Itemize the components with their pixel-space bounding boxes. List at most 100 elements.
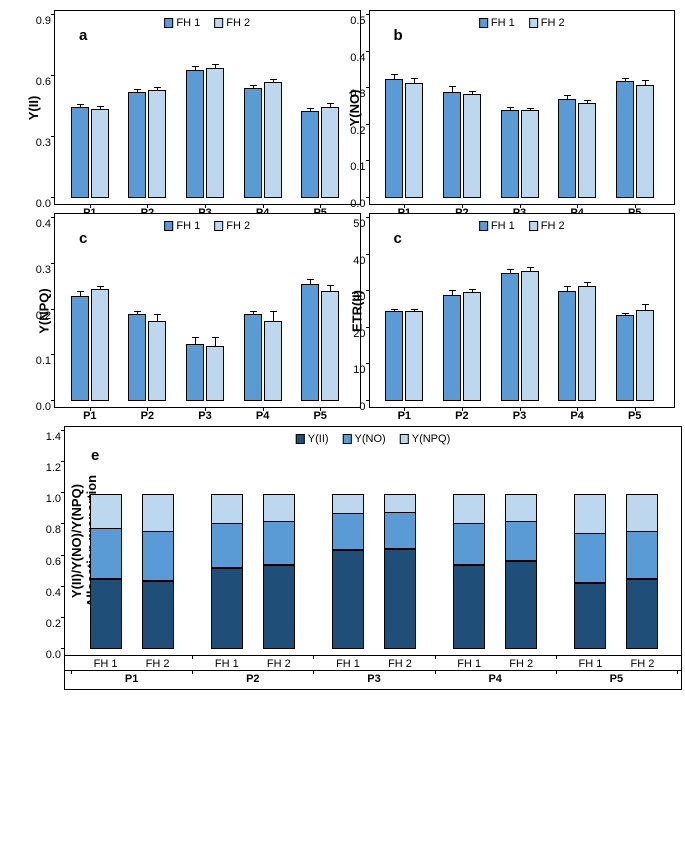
error-bar (567, 287, 568, 291)
error-cap (564, 95, 571, 96)
error-cap (564, 286, 571, 287)
x-sub-label: FH 1 (336, 658, 360, 670)
error-cap (449, 86, 456, 87)
error-cap (250, 311, 257, 312)
stacked-bar (574, 495, 606, 649)
bar (148, 90, 166, 198)
stacked-segment (142, 581, 174, 650)
y-tick-label: 0.4 (350, 52, 365, 64)
legend-item: Y(NO) (343, 433, 386, 445)
stacked-segment (574, 583, 606, 649)
y-tick-label: 40 (353, 255, 365, 267)
legend-swatch (400, 434, 409, 444)
y-tick-label: 10 (353, 364, 365, 376)
error-bar (510, 108, 511, 110)
legend-item: FH 2 (529, 17, 565, 29)
error-cap (622, 313, 629, 314)
error-bar (330, 104, 331, 106)
bar (405, 311, 423, 401)
x-tick-label: P4 (256, 410, 269, 422)
legend-item: FH 1 (479, 17, 515, 29)
error-bar (645, 81, 646, 85)
stacked-segment (505, 494, 537, 521)
error-bar (567, 96, 568, 100)
y-tick-label: 0.4 (46, 587, 61, 599)
error-cap (642, 304, 649, 305)
x-group-label: P1 (125, 673, 138, 685)
bar (186, 70, 204, 198)
stacked-segment (332, 494, 364, 513)
error-bar (414, 310, 415, 311)
error-cap (97, 286, 104, 287)
panel-letter: c (79, 230, 87, 247)
bar (463, 94, 481, 198)
bar (616, 315, 634, 401)
legend-swatch (479, 18, 488, 28)
stacked-segment (263, 494, 295, 521)
x-sub-label: FH 2 (388, 658, 412, 670)
stacked-bar (332, 495, 364, 649)
legend-swatch (529, 18, 538, 28)
bar (405, 83, 423, 198)
y-tick-label: 0.3 (36, 137, 51, 149)
stacked-segment (384, 549, 416, 649)
legend-item: FH 2 (529, 220, 565, 232)
y-axis-label: ETR(II) (349, 290, 364, 332)
x-tick-label: P1 (83, 410, 96, 422)
bar (321, 107, 339, 199)
error-cap (507, 269, 514, 270)
error-cap (327, 285, 334, 286)
stacked-segment (626, 531, 658, 579)
stacked-bar (453, 495, 485, 649)
error-bar (157, 315, 158, 320)
error-bar (195, 67, 196, 69)
y-axis-label: Y(II) (26, 95, 41, 120)
legend-swatch (343, 434, 352, 444)
legend-label: Y(NO) (355, 433, 386, 445)
y-tick-label: 1.2 (46, 462, 61, 474)
bar (321, 291, 339, 401)
error-cap (307, 279, 314, 280)
legend: FH 1FH 2 (164, 17, 250, 29)
stacked-bar (142, 495, 174, 649)
x-tick-label: P3 (198, 410, 211, 422)
bar (443, 295, 461, 401)
bar (206, 346, 224, 401)
panel-letter: c (394, 230, 402, 247)
x-group-label: P2 (246, 673, 259, 685)
y-tick-label: 1.0 (46, 493, 61, 505)
error-cap (154, 314, 161, 315)
error-cap (391, 309, 398, 310)
legend: FH 1 FH 2 (479, 220, 565, 232)
bar (128, 314, 146, 401)
y-tick-label: 0.2 (46, 618, 61, 630)
legend-item: FH 2 (214, 220, 250, 232)
bar (578, 103, 596, 198)
x-tick-label: P2 (455, 410, 468, 422)
x-sub-label: FH 2 (146, 658, 170, 670)
stacked-segment (574, 494, 606, 534)
stacked-bar (384, 495, 416, 649)
error-bar (587, 101, 588, 102)
small-panels-grid: 0.00.30.60.9Y(II)aFH 1FH 2P1P2P3P4P5 0.0… (54, 10, 675, 408)
legend-item: FH 1 (479, 220, 515, 232)
error-cap (212, 64, 219, 65)
bar (443, 92, 461, 198)
bar (558, 291, 576, 401)
legend-label: FH 1 (491, 220, 515, 232)
stacked-bar (626, 495, 658, 649)
bar (71, 107, 89, 199)
error-cap (250, 85, 257, 86)
error-cap (134, 89, 141, 90)
error-cap (77, 291, 84, 292)
y-tick-label: 0.4 (36, 218, 51, 230)
stacked-segment (574, 533, 606, 583)
error-cap (192, 66, 199, 67)
panel-letter: a (79, 27, 87, 44)
y-tick-label: 0.3 (36, 264, 51, 276)
x-tick-label: P5 (313, 410, 326, 422)
legend: FH 1FH 2 (164, 220, 250, 232)
legend-swatch (214, 221, 223, 231)
error-bar (310, 109, 311, 111)
x-sub-label: FH 1 (215, 658, 239, 670)
